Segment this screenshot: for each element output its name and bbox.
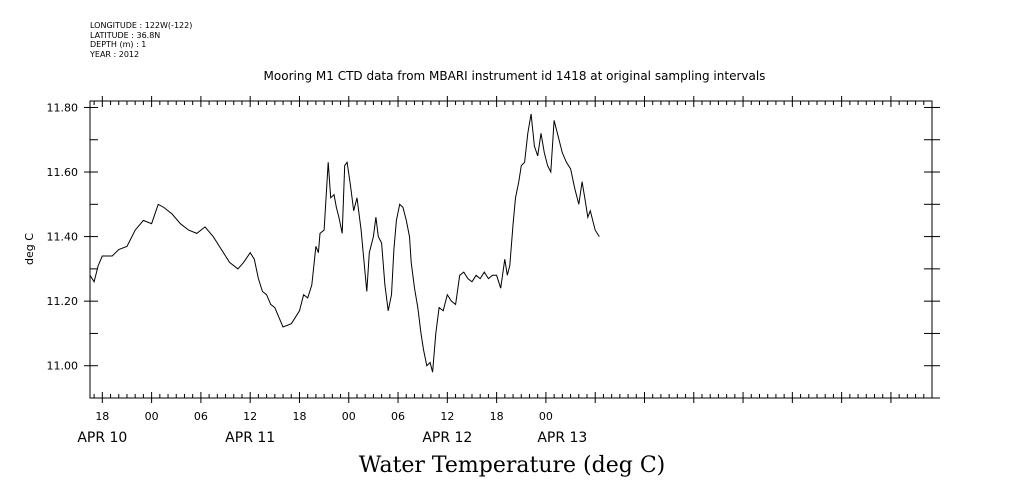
y-tick-label: 11.00 (47, 360, 79, 373)
x-tick-labels: 18 00 06 12 18 00 06 12 18 00 (95, 410, 553, 423)
y-tick-labels: 11.00 11.20 11.40 11.60 11.80 (47, 101, 79, 372)
date-label: APR 12 (422, 430, 472, 446)
y-tick-label: 11.80 (47, 101, 79, 114)
metadata-block: LONGITUDE : 122W(-122) LATITUDE : 36.8N … (90, 21, 192, 59)
date-label: APR 11 (225, 430, 275, 446)
year-label: YEAR : 2012 (90, 49, 140, 59)
x-tick-label: 12 (440, 410, 454, 423)
x-tick-label: 12 (243, 410, 257, 423)
variable-title: Water Temperature (deg C) (358, 453, 666, 478)
x-tick-label: 06 (194, 410, 208, 423)
x-tick-label: 18 (95, 410, 109, 423)
y-tick-label: 11.20 (47, 295, 79, 308)
tick-marks (84, 96, 940, 403)
y-axis-label: deg C (23, 233, 36, 265)
y-tick-label: 11.60 (47, 166, 79, 179)
latitude-label: LATITUDE : 36.8N (90, 30, 161, 40)
x-tick-label: 00 (539, 410, 553, 423)
x-tick-label: 00 (145, 410, 159, 423)
plot-frame (89, 100, 933, 399)
chart-title: Mooring M1 CTD data from MBARI instrumen… (263, 69, 766, 83)
y-tick-label: 11.40 (47, 231, 79, 244)
depth-label: DEPTH (m) : 1 (90, 40, 147, 49)
x-tick-label: 00 (342, 410, 356, 423)
date-label: APR 13 (537, 430, 587, 446)
x-tick-label: 18 (292, 410, 306, 423)
x-tick-label: 06 (391, 410, 405, 423)
date-labels: APR 10 APR 11 APR 12 APR 13 (77, 430, 587, 446)
date-label: APR 10 (77, 430, 127, 446)
series-line (89, 113, 600, 373)
longitude-label: LONGITUDE : 122W(-122) (90, 21, 193, 30)
series-group (89, 113, 600, 373)
x-tick-label: 18 (490, 410, 504, 423)
